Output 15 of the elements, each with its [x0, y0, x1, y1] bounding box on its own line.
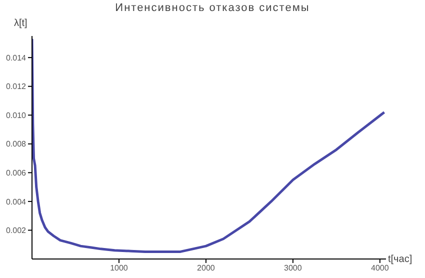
- y-tick-label: 0.010: [6, 110, 27, 120]
- y-tick-label: 0.014: [6, 53, 27, 62]
- y-tick-label: 0.004: [6, 197, 27, 206]
- x-axis-title: t[час]: [388, 254, 412, 265]
- line-series: [32, 38, 386, 254]
- x-tick-label: 2000: [197, 264, 216, 273]
- x-tick-label: 3000: [284, 264, 302, 273]
- y-tick-label: 0.012: [6, 82, 27, 92]
- y-axis-title: λ[t]: [14, 18, 28, 29]
- y-tick-label: 0.008: [6, 140, 27, 149]
- y-tick-label: 0.002: [6, 226, 27, 236]
- chart-title: Интенсивность отказов системы: [114, 2, 311, 14]
- x-tick-label: 1000: [110, 264, 128, 273]
- y-tick-label: 0.006: [6, 168, 27, 178]
- x-tick-label: 4000: [371, 264, 390, 273]
